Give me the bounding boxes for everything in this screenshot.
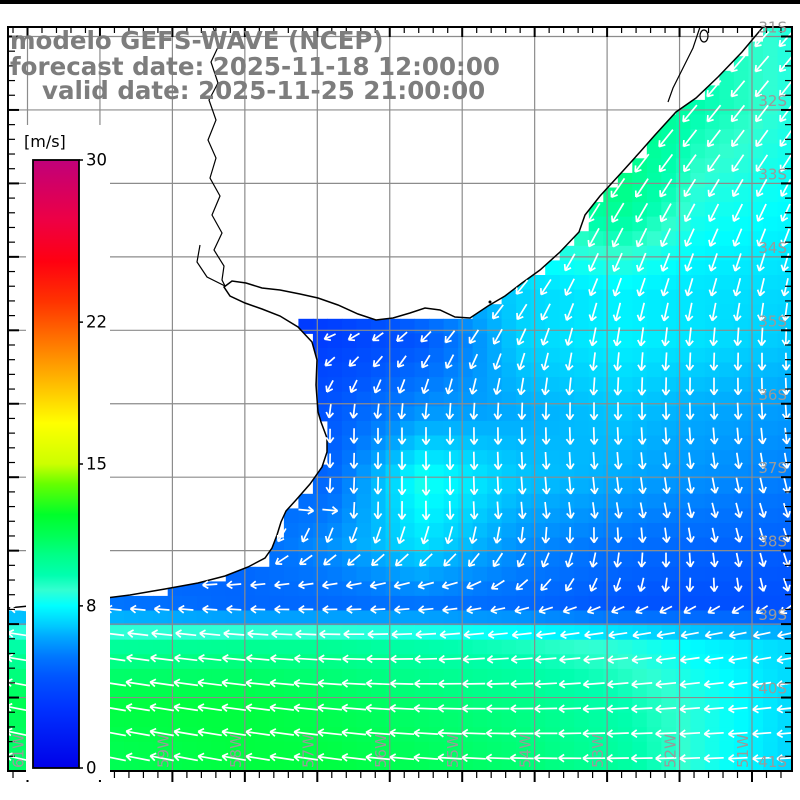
svg-text:57W: 57W — [299, 734, 317, 768]
svg-text:34S: 34S — [758, 239, 787, 257]
title-forecast-date: forecast date: 2025-11-18 12:00:00 — [10, 52, 500, 81]
svg-text:51W: 51W — [734, 734, 752, 768]
svg-text:56W: 56W — [372, 734, 390, 768]
svg-text:39S: 39S — [758, 606, 787, 624]
svg-text:40S: 40S — [758, 680, 787, 698]
colorbar-unit-label: [m/s] — [24, 132, 66, 151]
colorbar-tick-label: 0 — [86, 759, 97, 778]
colorbar-tick-label: 15 — [86, 455, 107, 474]
svg-text:61W: 61W — [10, 734, 28, 768]
svg-text:31S: 31S — [758, 19, 787, 37]
svg-text:58W: 58W — [227, 734, 245, 768]
svg-text:41S: 41S — [758, 753, 787, 771]
colorbar-tick-label: 22 — [86, 313, 107, 332]
axis-labels: 31S32S33S34S35S36S37S38S39S40S41S61W60W5… — [10, 19, 788, 772]
svg-text:36S: 36S — [758, 386, 787, 404]
land-layer — [8, 27, 763, 608]
svg-text:33S: 33S — [758, 165, 787, 183]
svg-text:35S: 35S — [758, 312, 787, 330]
svg-text:59W: 59W — [154, 734, 172, 768]
colorbar: [m/s] 30 22 15 8 0 — [24, 125, 110, 780]
svg-text:52W: 52W — [662, 734, 680, 768]
latlon-grid-lines — [8, 27, 792, 772]
svg-text:53W: 53W — [589, 734, 607, 768]
title-model-line: modelo GEFS-WAVE (NCEP) — [10, 26, 384, 55]
colorbar-tick-label: 8 — [86, 596, 97, 615]
title-block: modelo GEFS-WAVE (NCEP) forecast date: 2… — [10, 26, 500, 105]
title-valid-date: valid date: 2025-11-25 21:00:00 — [42, 76, 485, 105]
svg-text:32S: 32S — [758, 92, 787, 110]
svg-text:37S: 37S — [758, 459, 787, 477]
top-border-strip — [0, 0, 800, 4]
coastline — [7, 26, 764, 609]
svg-text:38S: 38S — [758, 533, 787, 551]
colorbar-tick-label: 30 — [86, 151, 107, 170]
svg-text:55W: 55W — [444, 734, 462, 768]
svg-text:54W: 54W — [517, 734, 535, 768]
